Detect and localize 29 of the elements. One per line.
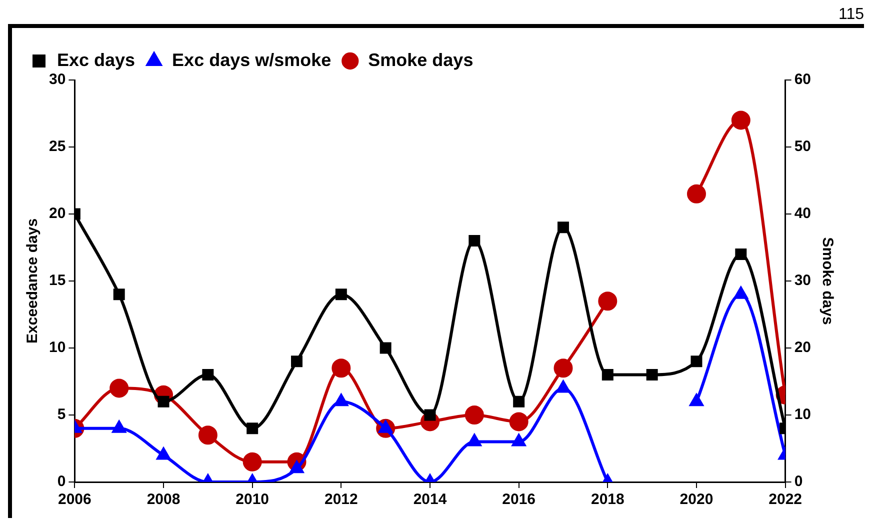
y-tick-label: 15	[48, 272, 66, 290]
y-tick-label: 10	[48, 339, 66, 356]
y2-tick-label: 60	[794, 71, 812, 88]
legend-label: Exc days w/smoke	[172, 50, 332, 70]
y2-tick-label: 20	[794, 339, 812, 356]
y2-tick-label: 10	[794, 406, 812, 424]
legend-label: Exc days	[57, 50, 136, 70]
y-tick-label: 25	[48, 138, 66, 156]
y-tick-label: 5	[57, 406, 66, 424]
y-tick-label: 30	[48, 71, 66, 88]
legend-label: Smoke days	[368, 50, 474, 70]
text: 115	[838, 6, 864, 23]
x-tick-label: 2022	[768, 491, 802, 508]
x-tick-label: 2012	[324, 491, 358, 508]
x-tick-label: 2016	[502, 491, 536, 508]
y2-tick-label: 0	[794, 473, 803, 490]
x-tick-label: 2006	[58, 491, 92, 508]
y2-axis-title: Smoke days	[818, 237, 836, 325]
y-tick-label: 0	[57, 473, 66, 490]
x-tick-label: 2010	[236, 491, 270, 508]
x-tick-label: 2020	[680, 491, 714, 508]
y-tick-label: 20	[48, 205, 66, 222]
y2-tick-label: 50	[794, 138, 812, 156]
y2-tick-label: 40	[794, 205, 812, 222]
y2-tick-label: 30	[794, 272, 812, 290]
y-axis-title: Exceedance days	[24, 218, 42, 344]
x-tick-label: 2018	[590, 491, 624, 508]
x-tick-label: 2008	[146, 491, 180, 508]
x-tick-label: 2014	[413, 491, 448, 508]
